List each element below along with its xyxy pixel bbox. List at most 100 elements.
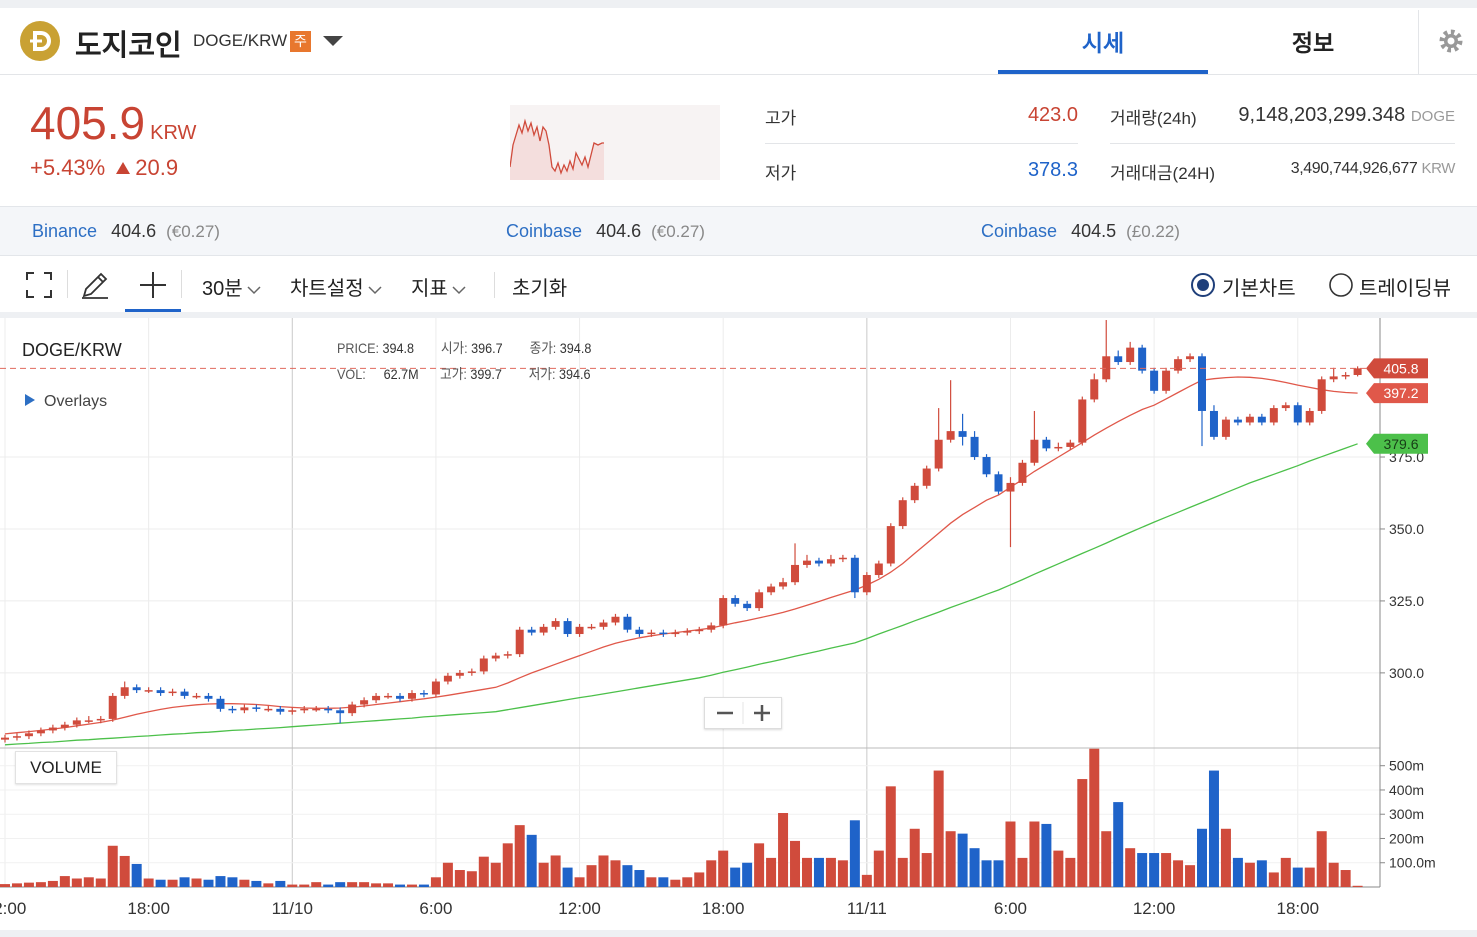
volume-bar	[1041, 823, 1052, 887]
volume-bar	[383, 883, 394, 887]
candle-body	[360, 700, 369, 705]
info-label: 시가:	[440, 340, 468, 356]
candle-body	[946, 431, 955, 440]
volume-bar	[466, 871, 477, 887]
volume-bar	[598, 855, 609, 887]
candle-body	[72, 720, 81, 725]
candle-body	[120, 687, 129, 696]
mode[interactable]: 기본차트	[1222, 278, 1296, 300]
volume-bar	[191, 878, 202, 887]
indicators[interactable]: 지표	[411, 272, 466, 301]
radio[interactable]	[1328, 272, 1354, 298]
overlays-toggle[interactable]: Overlays	[24, 393, 107, 411]
x-tick-label: 12:00	[1133, 899, 1176, 918]
candle-body	[850, 557, 859, 593]
volume-bar	[395, 884, 406, 887]
info-value: 399.7	[470, 366, 502, 382]
volume-title: VOLUME	[15, 751, 117, 784]
header-border	[0, 74, 1477, 75]
candle-body	[467, 671, 476, 673]
volume-bar	[861, 874, 872, 887]
volume-bar	[622, 865, 633, 887]
candle-body	[156, 690, 165, 694]
interval[interactable]: 30분	[202, 272, 261, 301]
candle-body	[180, 691, 189, 696]
candle-body	[527, 629, 536, 633]
exchange[interactable]: Binance 404.6 (€0.27)	[32, 221, 220, 242]
candle-body	[1257, 416, 1266, 423]
candle-body	[779, 582, 788, 587]
candle-body	[491, 655, 500, 659]
mode[interactable]: 트레이딩뷰	[1359, 278, 1451, 300]
candle-body	[48, 727, 57, 731]
volume-bar	[1173, 860, 1184, 887]
volume-bar	[1340, 870, 1351, 887]
candle-body	[372, 695, 381, 701]
radio-selected[interactable]	[1190, 272, 1216, 298]
info-value: 394.6	[558, 366, 591, 382]
toolbar-band	[0, 312, 1477, 318]
dropdown-arrow[interactable]	[322, 34, 344, 48]
crosshair-icon[interactable]	[139, 271, 167, 299]
volume-bar	[287, 884, 298, 887]
volume-bar	[682, 877, 693, 887]
volume-bar	[730, 867, 741, 887]
candle-body	[539, 626, 548, 633]
info-value: 394.8	[559, 340, 592, 356]
exchange[interactable]: Coinbase 404.6 (€0.27)	[506, 221, 705, 242]
volume-bar	[478, 856, 489, 887]
candle-body	[324, 708, 333, 711]
volume-bar	[1268, 872, 1279, 887]
candle-body	[802, 560, 811, 565]
tab-active[interactable]: 시세	[1081, 30, 1125, 56]
candle-body	[24, 733, 33, 737]
volume-bar	[670, 879, 681, 887]
candle-body	[168, 691, 177, 694]
volume-bar	[933, 770, 944, 887]
volume-bar	[1185, 865, 1196, 887]
divider	[67, 270, 68, 298]
candle-body	[1245, 416, 1254, 423]
coin-logo	[20, 21, 60, 61]
exchange[interactable]: Coinbase 404.5 (£0.22)	[981, 221, 1180, 242]
y-tick-label: 300.0	[1389, 665, 1424, 681]
volume-bar	[993, 860, 1004, 887]
volume-bar	[1077, 779, 1088, 887]
volume-bar	[1029, 821, 1040, 887]
x-tick-label: 6:00	[994, 899, 1027, 918]
candle-body	[1317, 379, 1326, 411]
y-tick-label: 350.0	[1389, 521, 1424, 537]
volume-bar	[0, 884, 10, 887]
candle-body	[1054, 446, 1063, 449]
volume-bar	[263, 883, 274, 887]
reset[interactable]: 초기화	[512, 278, 568, 300]
pencil-icon[interactable]	[80, 270, 110, 300]
chart-settings[interactable]: 차트설정	[290, 272, 382, 301]
volume-bar	[311, 882, 322, 887]
volume-bar	[275, 880, 286, 887]
tab[interactable]: 정보	[1291, 30, 1335, 56]
volume-bar	[454, 870, 465, 887]
ohlc-info: VOL: 62.7M 고가: 399.7 저가: 394.6	[337, 364, 591, 384]
info-label: 저가:	[528, 366, 556, 382]
candle-body	[791, 564, 800, 583]
tool-underline	[125, 309, 181, 312]
candle-body	[1, 737, 9, 740]
candle-body	[611, 616, 620, 623]
sparkline	[510, 105, 720, 180]
volume-bar	[550, 855, 561, 887]
candle-body	[1305, 410, 1314, 423]
volume-bar	[897, 857, 908, 887]
price-tag	[1366, 383, 1428, 404]
volume-bar	[418, 884, 429, 887]
zoom-buttons[interactable]	[705, 698, 781, 728]
settings-icon[interactable]	[1438, 28, 1464, 54]
volume-bar	[562, 867, 573, 887]
fullscreen-icon[interactable]	[26, 272, 52, 298]
overlays-label: Overlays	[44, 393, 108, 410]
stat-value: 378.3	[1027, 159, 1078, 181]
volume-bar	[1113, 802, 1124, 887]
candle-body	[1066, 442, 1075, 447]
ohlc-info: PRICE: 394.8 시가: 396.7 종가: 394.8	[337, 338, 591, 358]
x-tick-label: 6:00	[419, 899, 452, 918]
